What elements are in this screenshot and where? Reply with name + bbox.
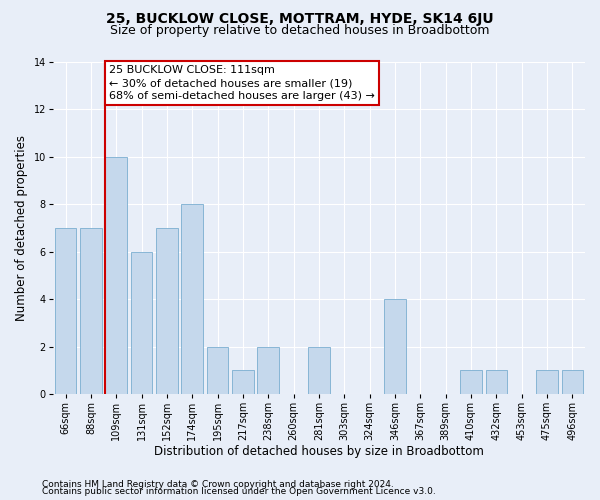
Bar <box>207 346 229 394</box>
Bar <box>156 228 178 394</box>
Text: 25 BUCKLOW CLOSE: 111sqm
← 30% of detached houses are smaller (19)
68% of semi-d: 25 BUCKLOW CLOSE: 111sqm ← 30% of detach… <box>109 65 375 102</box>
Text: Contains public sector information licensed under the Open Government Licence v3: Contains public sector information licen… <box>42 488 436 496</box>
Bar <box>536 370 558 394</box>
Y-axis label: Number of detached properties: Number of detached properties <box>15 135 28 321</box>
X-axis label: Distribution of detached houses by size in Broadbottom: Distribution of detached houses by size … <box>154 444 484 458</box>
Bar <box>384 299 406 394</box>
Bar <box>562 370 583 394</box>
Bar <box>181 204 203 394</box>
Bar <box>460 370 482 394</box>
Bar <box>485 370 507 394</box>
Bar <box>80 228 101 394</box>
Text: 25, BUCKLOW CLOSE, MOTTRAM, HYDE, SK14 6JU: 25, BUCKLOW CLOSE, MOTTRAM, HYDE, SK14 6… <box>106 12 494 26</box>
Bar <box>257 346 279 394</box>
Bar <box>55 228 76 394</box>
Text: Contains HM Land Registry data © Crown copyright and database right 2024.: Contains HM Land Registry data © Crown c… <box>42 480 394 489</box>
Bar <box>106 156 127 394</box>
Bar <box>308 346 330 394</box>
Bar <box>131 252 152 394</box>
Text: Size of property relative to detached houses in Broadbottom: Size of property relative to detached ho… <box>110 24 490 37</box>
Bar <box>232 370 254 394</box>
